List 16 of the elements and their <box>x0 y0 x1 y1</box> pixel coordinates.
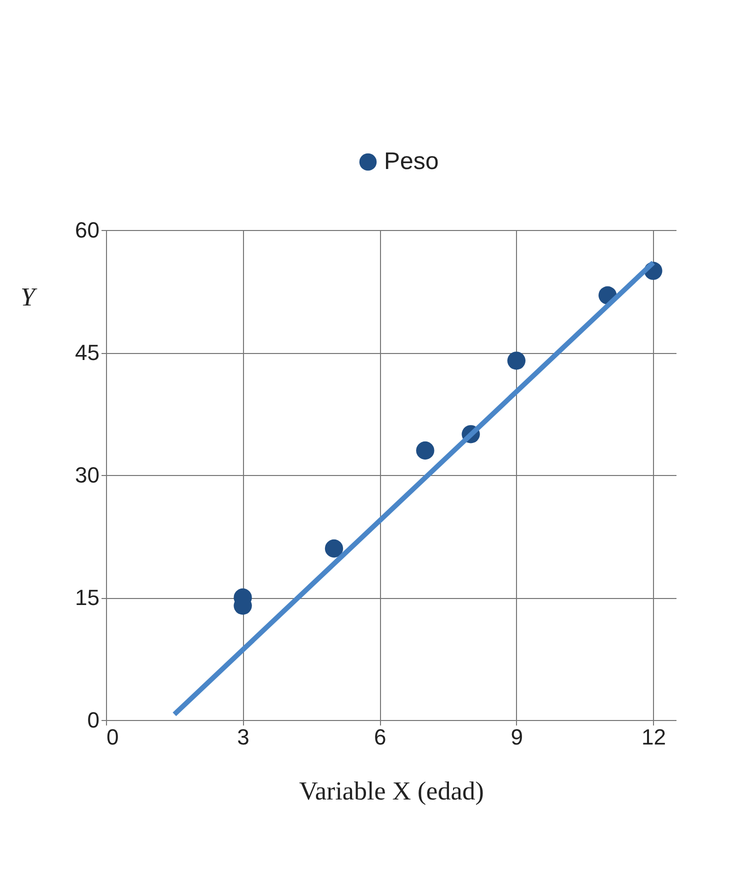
point <box>416 441 434 460</box>
x-tick-label: 12 <box>641 724 666 750</box>
x-tick-label: 9 <box>510 724 524 750</box>
legend-label: Peso <box>384 148 439 175</box>
point <box>507 352 526 370</box>
y-tick-label: 15 <box>75 585 100 610</box>
x-tick-label: 3 <box>237 724 250 750</box>
y-tick-label: 30 <box>75 462 100 488</box>
y-tick-label: 0 <box>87 708 100 732</box>
y-tick-label: 45 <box>75 340 100 365</box>
x-tick-label: 6 <box>374 724 386 750</box>
y-axis-title: Y <box>20 282 38 312</box>
x-axis-title: Variable X (edad) <box>299 776 484 806</box>
y-tick-label: 60 <box>75 218 100 242</box>
x-tick-label: 0 <box>106 724 119 750</box>
point <box>324 539 344 558</box>
